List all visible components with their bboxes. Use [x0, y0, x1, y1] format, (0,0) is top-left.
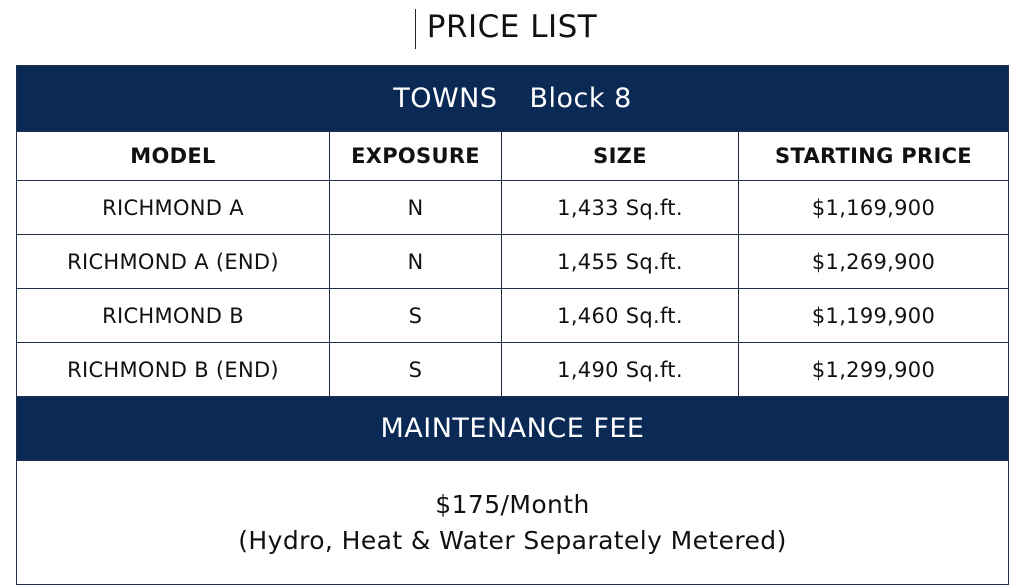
- exposure-cell: S: [329, 288, 502, 343]
- price-cell: $1,269,900: [737, 234, 1010, 289]
- block-label: Block 8: [529, 83, 632, 114]
- maintenance-fee-note: (Hydro, Heat & Water Separately Metered): [238, 525, 787, 555]
- maintenance-fee-heading: MAINTENANCE FEE: [15, 396, 1010, 461]
- table-row: RICHMOND B S 1,460 Sq.ft. $1,199,900: [16, 288, 1010, 343]
- price-cell: $1,199,900: [737, 288, 1010, 343]
- maintenance-fee-amount: $175/Month: [435, 489, 590, 519]
- size-cell: 1,455 Sq.ft.: [501, 234, 739, 289]
- table-row: RICHMOND A N 1,433 Sq.ft. $1,169,900: [16, 180, 1010, 235]
- price-table: TOWNS Block 8 MODEL EXPOSURE SIZE STARTIN…: [15, 65, 1010, 585]
- model-cell: RICHMOND A: [16, 180, 330, 235]
- text-cursor: [415, 9, 416, 49]
- maintenance-band-row: MAINTENANCE FEE: [15, 396, 1010, 461]
- price-cell: $1,169,900: [737, 180, 1010, 235]
- exposure-cell: N: [329, 180, 502, 235]
- size-cell: 1,433 Sq.ft.: [501, 180, 739, 235]
- table-row: RICHMOND A (END) N 1,455 Sq.ft. $1,269,9…: [16, 234, 1010, 289]
- maintenance-body-row: $175/Month (Hydro, Heat & Water Separate…: [15, 460, 1010, 585]
- model-cell: RICHMOND B: [16, 288, 330, 343]
- model-cell: RICHMOND B (END): [16, 342, 330, 397]
- column-header-row: MODEL EXPOSURE SIZE STARTING PRICE: [16, 131, 1010, 181]
- size-cell: 1,490 Sq.ft.: [501, 342, 739, 397]
- maintenance-fee-body: $175/Month (Hydro, Heat & Water Separate…: [15, 460, 1010, 585]
- table-row: RICHMOND B (END) S 1,490 Sq.ft. $1,299,9…: [16, 342, 1010, 397]
- size-cell: 1,460 Sq.ft.: [501, 288, 739, 343]
- page-title: PRICE LIST: [426, 9, 598, 45]
- column-header-model: MODEL: [16, 131, 330, 181]
- section-name: TOWNS: [393, 83, 498, 114]
- column-header-size: SIZE: [501, 131, 739, 181]
- exposure-cell: N: [329, 234, 502, 289]
- model-cell: RICHMOND A (END): [16, 234, 330, 289]
- exposure-cell: S: [329, 342, 502, 397]
- column-header-exposure: EXPOSURE: [329, 131, 502, 181]
- price-cell: $1,299,900: [737, 342, 1010, 397]
- towns-band-row: TOWNS Block 8: [15, 65, 1010, 132]
- towns-band: TOWNS Block 8: [15, 65, 1010, 132]
- column-header-starting-price: STARTING PRICE: [737, 131, 1010, 181]
